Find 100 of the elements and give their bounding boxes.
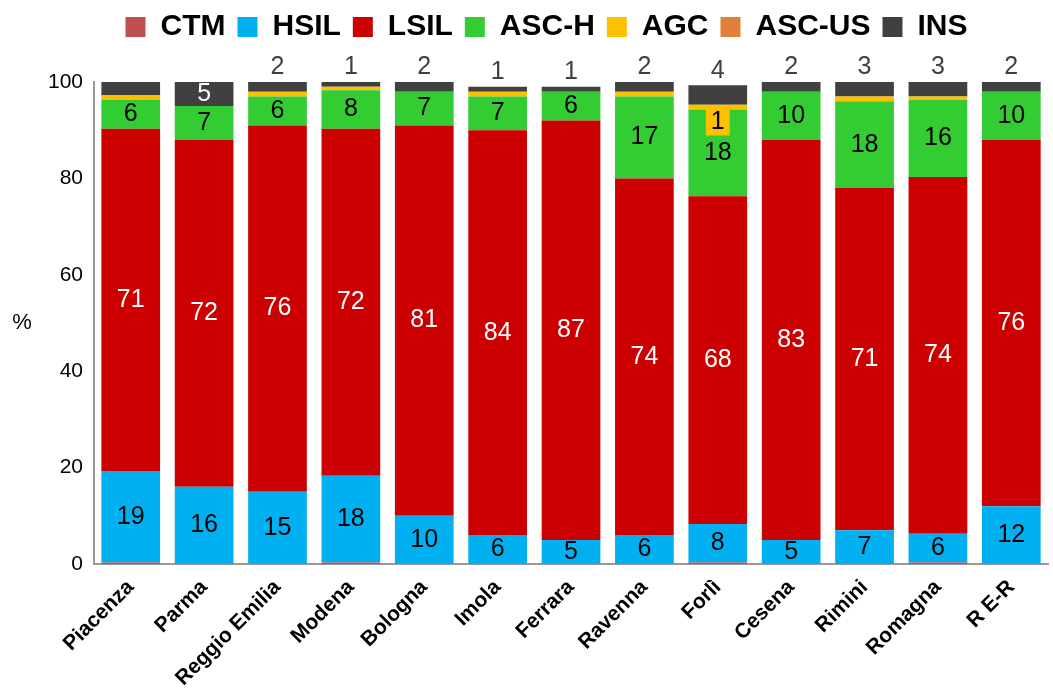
data-label: 7	[417, 92, 432, 121]
bar	[688, 523, 748, 563]
data-label: 6	[564, 89, 578, 118]
data-label: 8	[710, 527, 725, 556]
bar	[761, 91, 821, 140]
data-label: 72	[190, 297, 219, 326]
data-label: 2	[637, 51, 652, 80]
bar	[908, 176, 968, 534]
legend-label: ASC-US	[755, 8, 871, 42]
data-label: 5	[564, 535, 578, 564]
data-label: 18	[703, 136, 732, 165]
bar	[321, 82, 381, 87]
x-tick-label: R E-R	[961, 574, 1019, 632]
bar	[908, 82, 968, 97]
data-label: 83	[777, 323, 806, 352]
data-label: 5	[197, 77, 212, 106]
legend-label: INS	[917, 8, 968, 42]
bar	[835, 188, 894, 531]
data-label: 6	[637, 533, 652, 562]
data-label: 15	[263, 511, 292, 540]
y-tick-label: 100	[47, 68, 84, 92]
data-label: 5	[784, 535, 799, 564]
data-label: 7	[490, 97, 505, 126]
bar	[761, 539, 821, 564]
bar	[248, 491, 307, 564]
data-label: 71	[850, 343, 879, 372]
bar	[248, 96, 307, 126]
data-label: 17	[630, 121, 659, 150]
data-label: 6	[930, 531, 945, 560]
bar	[908, 99, 968, 177]
y-tick-label: 40	[59, 357, 84, 381]
data-label: 3	[857, 51, 872, 80]
data-label: 8	[343, 93, 358, 122]
bar	[615, 82, 674, 92]
legend-label: HSIL	[272, 8, 341, 42]
bar	[688, 85, 748, 105]
bar	[981, 91, 1041, 140]
data-label: 16	[190, 509, 219, 538]
data-label: 2	[1004, 51, 1019, 80]
data-label: 84	[483, 316, 512, 345]
bar	[541, 120, 601, 540]
data-label: 1	[564, 56, 578, 85]
y-tick-label: 80	[59, 165, 84, 189]
bar	[101, 82, 161, 96]
bar	[688, 196, 748, 524]
bar	[835, 530, 894, 564]
data-label: 10	[410, 523, 439, 552]
bar	[468, 96, 527, 131]
data-label: 1	[343, 51, 358, 80]
data-label: 18	[850, 128, 879, 157]
bar	[394, 82, 454, 92]
bar	[101, 95, 161, 100]
bar	[321, 475, 381, 563]
bar	[981, 82, 1041, 92]
bar	[174, 486, 234, 564]
data-label: 68	[703, 344, 732, 372]
bar	[394, 125, 454, 516]
data-label: 1	[710, 106, 725, 135]
bar	[101, 99, 161, 129]
bar	[468, 86, 527, 92]
bar	[908, 533, 968, 563]
data-label: 76	[263, 292, 292, 321]
data-label: 19	[116, 500, 145, 529]
data-label: 72	[336, 286, 365, 315]
y-tick-label: 60	[59, 261, 84, 285]
bar	[615, 96, 674, 179]
y-tick-label: 0	[71, 550, 84, 574]
data-label: 6	[123, 98, 138, 127]
data-label: 2	[417, 51, 432, 80]
bar	[981, 506, 1041, 564]
data-label: 6	[490, 533, 505, 562]
bar	[615, 535, 674, 564]
bar	[174, 106, 234, 140]
y-tick-label: 20	[59, 454, 84, 478]
data-label: 12	[997, 518, 1026, 547]
bar	[248, 82, 307, 92]
bar	[101, 470, 161, 563]
data-label: 81	[410, 304, 439, 333]
bar	[761, 139, 821, 540]
data-label: 4	[710, 54, 725, 83]
bar	[541, 91, 601, 121]
bar	[615, 178, 674, 536]
legend-label: AGC	[641, 8, 709, 42]
data-label: 10	[997, 99, 1026, 128]
legend-label: ASC-H	[499, 8, 595, 42]
data-label: 71	[116, 283, 145, 312]
legend-label: LSIL	[387, 8, 453, 42]
bar	[908, 96, 968, 100]
data-label: 7	[857, 531, 872, 560]
data-label: 6	[270, 94, 285, 123]
bar	[981, 139, 1041, 507]
data-label: 10	[777, 99, 806, 128]
bar	[835, 101, 894, 189]
bar	[761, 82, 821, 92]
data-label: 76	[997, 306, 1026, 335]
data-label: 74	[630, 340, 659, 369]
bar	[468, 130, 527, 536]
data-label: 3	[930, 51, 945, 80]
bar	[321, 90, 381, 129]
data-label: 1	[490, 56, 505, 85]
